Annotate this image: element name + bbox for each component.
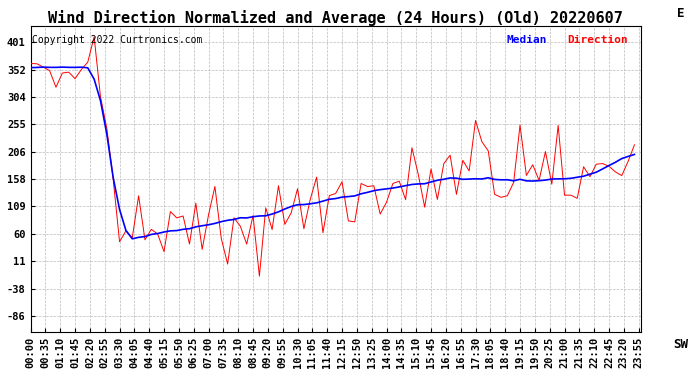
Title: Wind Direction Normalized and Average (24 Hours) (Old) 20220607: Wind Direction Normalized and Average (2… (48, 10, 623, 26)
Text: Direction: Direction (568, 35, 629, 45)
Text: Median: Median (506, 35, 547, 45)
Text: SW: SW (673, 338, 688, 351)
Text: Copyright 2022 Curtronics.com: Copyright 2022 Curtronics.com (32, 35, 202, 45)
Text: E: E (677, 7, 684, 20)
